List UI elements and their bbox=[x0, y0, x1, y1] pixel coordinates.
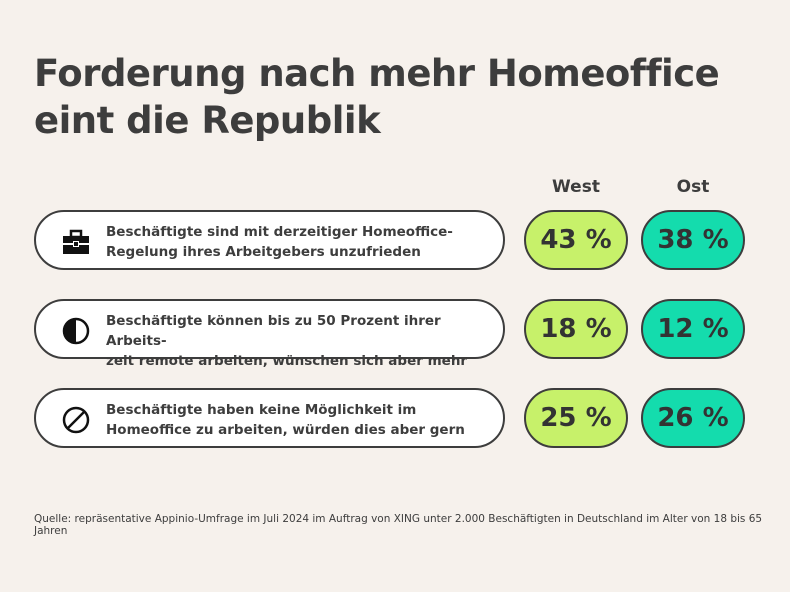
value-ost: 26 % bbox=[641, 388, 745, 448]
page-title: Forderung nach mehr Homeoffice eint die … bbox=[34, 52, 720, 142]
row-label-pill: Beschäftigte haben keine Möglichkeit im … bbox=[34, 388, 505, 448]
row-label: Beschäftigte sind mit derzeitiger Homeof… bbox=[106, 224, 453, 260]
table-row: Beschäftigte sind mit derzeitiger Homeof… bbox=[34, 210, 745, 270]
column-header-ost: Ost bbox=[676, 177, 710, 197]
prohibited-icon bbox=[62, 406, 90, 434]
table-row: Beschäftigte können bis zu 50 Prozent ih… bbox=[34, 299, 745, 369]
row-label-pill: Beschäftigte sind mit derzeitiger Homeof… bbox=[34, 210, 505, 270]
value-west: 43 % bbox=[524, 210, 628, 270]
column-header-west: West bbox=[552, 177, 600, 197]
row-label: Beschäftigte haben keine Möglichkeit im … bbox=[106, 402, 465, 438]
row-label: Beschäftigte können bis zu 50 Prozent ih… bbox=[106, 313, 468, 369]
value-west: 18 % bbox=[524, 299, 628, 359]
value-ost: 12 % bbox=[641, 299, 745, 359]
row-label-pill: Beschäftigte können bis zu 50 Prozent ih… bbox=[34, 299, 505, 369]
half-circle-icon bbox=[62, 317, 90, 345]
value-ost: 38 % bbox=[641, 210, 745, 270]
table-row: Beschäftigte haben keine Möglichkeit im … bbox=[34, 388, 745, 448]
source-note: Quelle: repräsentative Appinio-Umfrage i… bbox=[34, 513, 763, 537]
value-west: 25 % bbox=[524, 388, 628, 448]
briefcase-icon bbox=[63, 229, 89, 254]
